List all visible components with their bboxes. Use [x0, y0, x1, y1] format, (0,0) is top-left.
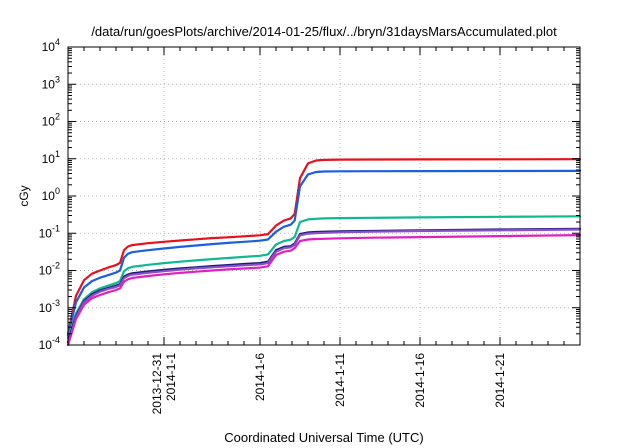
y-tick-label: 10-1 [39, 223, 60, 240]
y-tick-label: 10-3 [39, 298, 60, 315]
series-line-4 [66, 227, 582, 344]
y-tick-label: 102 [42, 112, 60, 129]
y-tick-label: 101 [42, 149, 60, 166]
y-axis-label: cGy [17, 185, 31, 206]
y-tick-label: 103 [42, 74, 60, 91]
x-tick-label: 2014-1-6 [253, 353, 267, 401]
y-tick-label: 100 [42, 186, 60, 203]
y-tick-label: 10-4 [39, 335, 60, 352]
series-line-3 [66, 215, 582, 340]
x-tick-label: 2014-1-21 [493, 353, 507, 408]
x-axis-label: Coordinated Universal Time (UTC) [224, 430, 423, 445]
grid-lines [68, 47, 580, 345]
y-tick-label: 10-2 [39, 261, 60, 278]
x-tick-label: 2014-1-11 [333, 353, 347, 407]
x-tick-label: 2014-1-16 [413, 353, 427, 408]
series-line-6 [66, 234, 582, 347]
series-line-1 [66, 158, 582, 335]
axis-ticks [67, 46, 581, 346]
series-line-5 [66, 228, 582, 347]
series-line-2 [66, 169, 582, 337]
y-tick-label: 104 [42, 37, 60, 54]
x-tick-label: 2014-1-1 [164, 353, 178, 401]
x-tick-label: 2013-12-31 [150, 353, 164, 415]
y-tick-labels: 10-4 10-3 10-2 10-1 100 101 102 103 104 [39, 37, 60, 352]
series-layer [66, 158, 582, 347]
x-tick-labels: 2013-12-31 2014-1-1 2014-1-6 2014-1-11 2014-… [150, 353, 507, 415]
chart-title: /data/run/goesPlots/archive/2014-01-25/f… [91, 24, 557, 39]
